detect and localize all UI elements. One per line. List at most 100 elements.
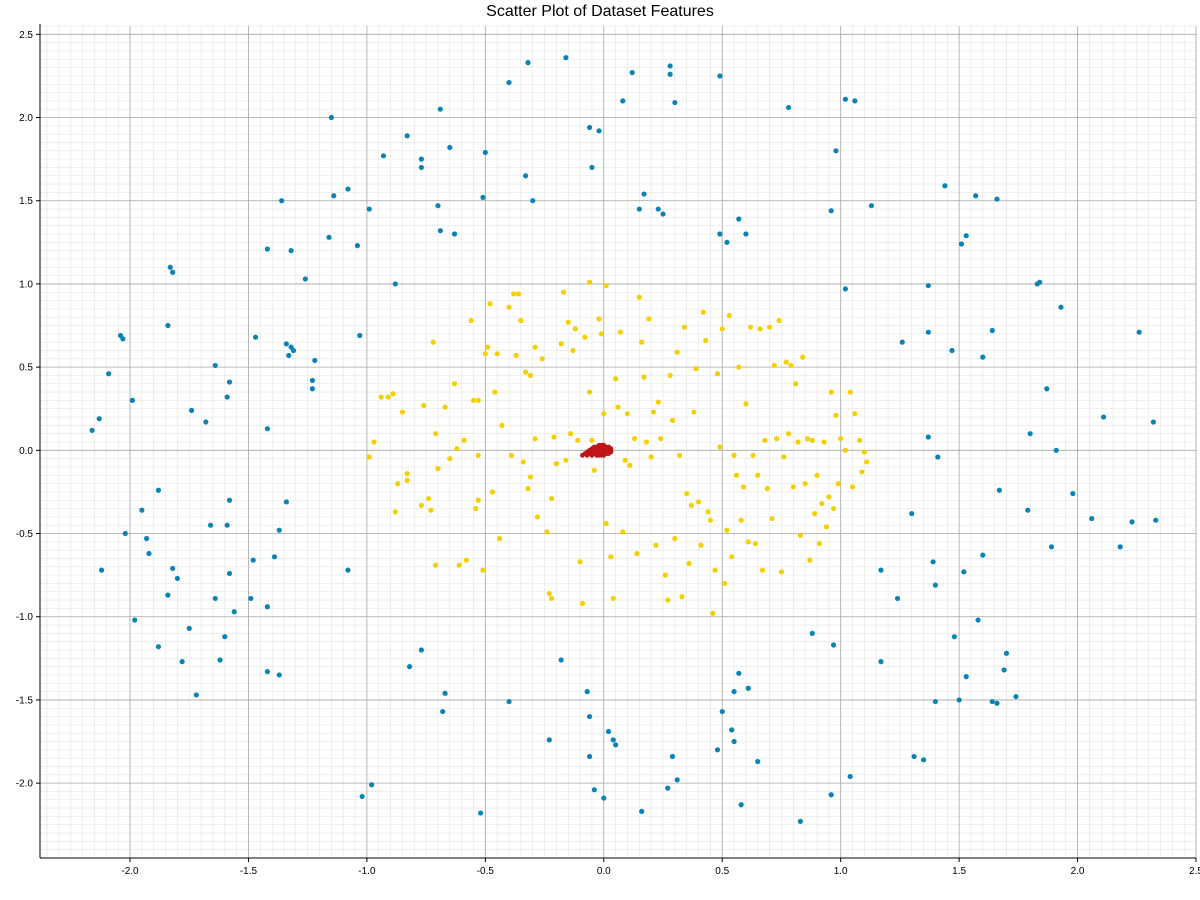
data-point	[226, 570, 233, 577]
data-point	[530, 198, 536, 204]
data-point	[217, 657, 223, 663]
data-point	[357, 332, 363, 339]
data-point	[586, 713, 593, 720]
data-point	[589, 437, 595, 443]
x-tick-label: -0.5	[477, 866, 495, 877]
data-point	[579, 600, 586, 607]
axes: -2.0 -1.5 -1.0 -0.5 0.0 0.5 1.0 1.5 2.0 2.5 -2.0 -1…	[16, 24, 1200, 877]
data-points	[89, 55, 1159, 824]
data-point	[688, 502, 695, 508]
data-point	[788, 362, 794, 369]
data-point	[544, 529, 550, 535]
data-point	[525, 485, 531, 492]
data-point	[525, 60, 531, 66]
data-point	[437, 106, 443, 112]
data-point	[648, 454, 654, 460]
data-point	[814, 472, 820, 478]
data-point	[828, 792, 834, 798]
data-point	[165, 322, 171, 329]
data-point	[489, 489, 496, 495]
data-point	[736, 216, 742, 222]
data-point	[395, 481, 401, 487]
data-point	[250, 557, 256, 563]
data-point	[478, 810, 484, 816]
data-point	[605, 728, 612, 735]
y-tick-label: 0.5	[19, 363, 33, 374]
data-point	[589, 164, 595, 171]
data-point	[302, 276, 308, 282]
data-point	[956, 697, 962, 703]
y-tick-label: -1.0	[16, 612, 34, 623]
data-point	[366, 454, 372, 460]
data-point	[96, 416, 102, 422]
data-point	[546, 590, 552, 597]
data-point	[852, 98, 858, 104]
data-point	[499, 422, 505, 428]
data-point	[679, 594, 685, 600]
data-point	[470, 397, 477, 403]
data-point	[961, 569, 967, 575]
data-point	[596, 128, 602, 134]
data-point	[331, 193, 337, 199]
data-point	[726, 312, 732, 319]
data-point	[560, 289, 567, 295]
data-point	[475, 397, 481, 403]
data-point	[480, 567, 486, 573]
data-point	[392, 509, 398, 515]
data-point	[785, 104, 792, 111]
data-point	[980, 552, 986, 558]
data-point	[549, 495, 555, 502]
data-point	[508, 452, 515, 458]
data-point	[615, 404, 621, 410]
data-point	[665, 597, 671, 603]
data-point	[620, 529, 626, 535]
y-tick-label: -1.5	[16, 695, 34, 706]
data-point	[783, 359, 789, 365]
data-point	[681, 324, 687, 330]
data-point	[878, 567, 884, 573]
data-point	[736, 670, 742, 676]
data-point	[506, 79, 512, 86]
data-point	[911, 753, 917, 760]
data-point	[667, 63, 673, 69]
data-point	[534, 514, 541, 520]
data-point	[627, 462, 633, 468]
data-point	[523, 173, 529, 179]
data-point	[980, 354, 986, 360]
data-point	[584, 689, 590, 695]
data-point	[949, 347, 955, 354]
y-tick-label: 0.0	[19, 446, 33, 457]
data-point	[461, 437, 467, 443]
data-point	[520, 459, 526, 465]
data-point	[454, 446, 460, 452]
data-point	[821, 439, 827, 445]
data-point	[629, 69, 635, 76]
x-tick-label: -2.0	[121, 866, 139, 877]
data-point	[309, 377, 316, 384]
data-point	[819, 500, 825, 507]
data-point	[608, 554, 614, 560]
data-point	[527, 372, 533, 379]
data-point	[1027, 431, 1033, 437]
data-point	[752, 540, 758, 547]
data-point	[570, 347, 576, 354]
data-point	[1003, 650, 1010, 656]
data-point	[378, 394, 384, 400]
data-point	[767, 324, 773, 330]
data-point	[667, 372, 673, 379]
data-point	[748, 324, 754, 330]
data-point	[418, 647, 424, 653]
data-point	[859, 469, 865, 475]
data-point	[764, 485, 770, 492]
data-point	[485, 344, 491, 350]
data-point	[603, 520, 609, 527]
data-point	[226, 497, 233, 503]
data-point	[812, 510, 818, 517]
data-point	[582, 334, 588, 340]
data-point	[264, 246, 271, 252]
data-point	[428, 507, 434, 513]
data-point	[155, 644, 162, 650]
y-tick-label: 1.0	[19, 279, 33, 290]
data-point	[442, 690, 448, 696]
